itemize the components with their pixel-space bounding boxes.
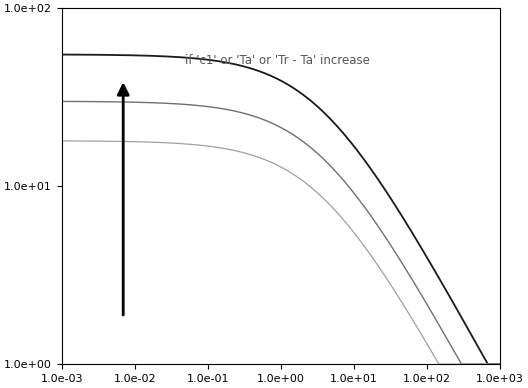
- Text: if 'c1' or 'Ta' or 'Tr - Ta' increase: if 'c1' or 'Ta' or 'Tr - Ta' increase: [184, 54, 370, 68]
